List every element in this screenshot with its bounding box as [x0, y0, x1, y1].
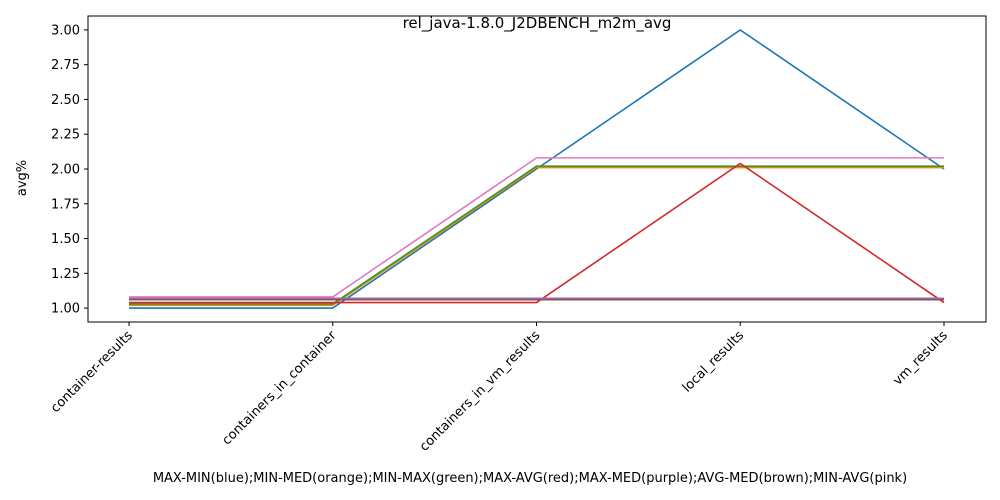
series-line-6 [129, 157, 944, 298]
series-line-0 [129, 28, 945, 309]
y-tick-label: 1.25 [51, 267, 80, 282]
y-tick-label: 3.00 [51, 23, 80, 38]
x-tick-label: containers_in_vm_results [417, 328, 543, 454]
series-line-3 [129, 162, 945, 304]
x-tick-label: containers_in_container [219, 328, 340, 449]
x-tick-label: local_results [680, 328, 748, 396]
plot-area [129, 28, 945, 309]
y-axis: 1.00 1.25 1.50 1.75 2.00 2.25 2.50 2.75 3.00 [51, 23, 88, 317]
y-tick-label: 2.25 [51, 128, 80, 143]
y-axis-label: avg% [15, 160, 30, 196]
y-tick-label: 1.00 [51, 302, 80, 317]
x-tick-label: vm_results [890, 328, 951, 389]
y-tick-label: 2.75 [51, 58, 80, 73]
chart-title: rel_java-1.8.0_J2DBENCH_m2m_avg [403, 14, 672, 33]
x-axis-label: MAX-MIN(blue);MIN-MED(orange);MIN-MAX(gr… [153, 471, 907, 486]
y-tick-label: 2.00 [51, 163, 80, 178]
series-line-1 [129, 166, 944, 307]
x-axis: container-results containers_in_container… [48, 322, 951, 455]
y-tick-label: 2.50 [51, 93, 80, 108]
y-tick-label: 1.50 [51, 232, 80, 247]
series-line-2 [129, 165, 944, 305]
y-tick-label: 1.75 [51, 197, 80, 212]
x-tick-label: container-results [48, 328, 136, 416]
